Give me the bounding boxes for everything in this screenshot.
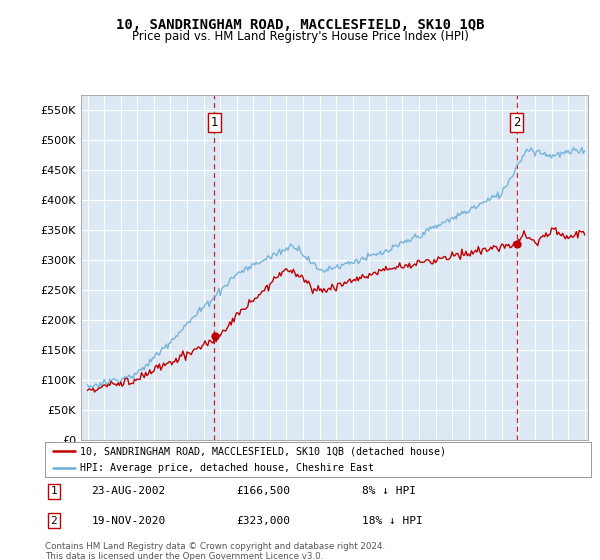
Text: 10, SANDRINGHAM ROAD, MACCLESFIELD, SK10 1QB: 10, SANDRINGHAM ROAD, MACCLESFIELD, SK10…	[116, 18, 484, 32]
Text: 2: 2	[50, 516, 57, 526]
Text: HPI: Average price, detached house, Cheshire East: HPI: Average price, detached house, Ches…	[80, 463, 374, 473]
Text: 10, SANDRINGHAM ROAD, MACCLESFIELD, SK10 1QB (detached house): 10, SANDRINGHAM ROAD, MACCLESFIELD, SK10…	[80, 446, 446, 456]
Text: 23-AUG-2002: 23-AUG-2002	[91, 486, 166, 496]
Text: 8% ↓ HPI: 8% ↓ HPI	[362, 486, 416, 496]
Text: £166,500: £166,500	[236, 486, 290, 496]
Text: 19-NOV-2020: 19-NOV-2020	[91, 516, 166, 526]
Text: 1: 1	[211, 116, 218, 129]
Text: Contains HM Land Registry data © Crown copyright and database right 2024.
This d: Contains HM Land Registry data © Crown c…	[45, 542, 385, 560]
Text: Price paid vs. HM Land Registry's House Price Index (HPI): Price paid vs. HM Land Registry's House …	[131, 30, 469, 44]
Text: 18% ↓ HPI: 18% ↓ HPI	[362, 516, 422, 526]
Text: 1: 1	[50, 486, 57, 496]
Text: 2: 2	[513, 116, 520, 129]
Text: £323,000: £323,000	[236, 516, 290, 526]
